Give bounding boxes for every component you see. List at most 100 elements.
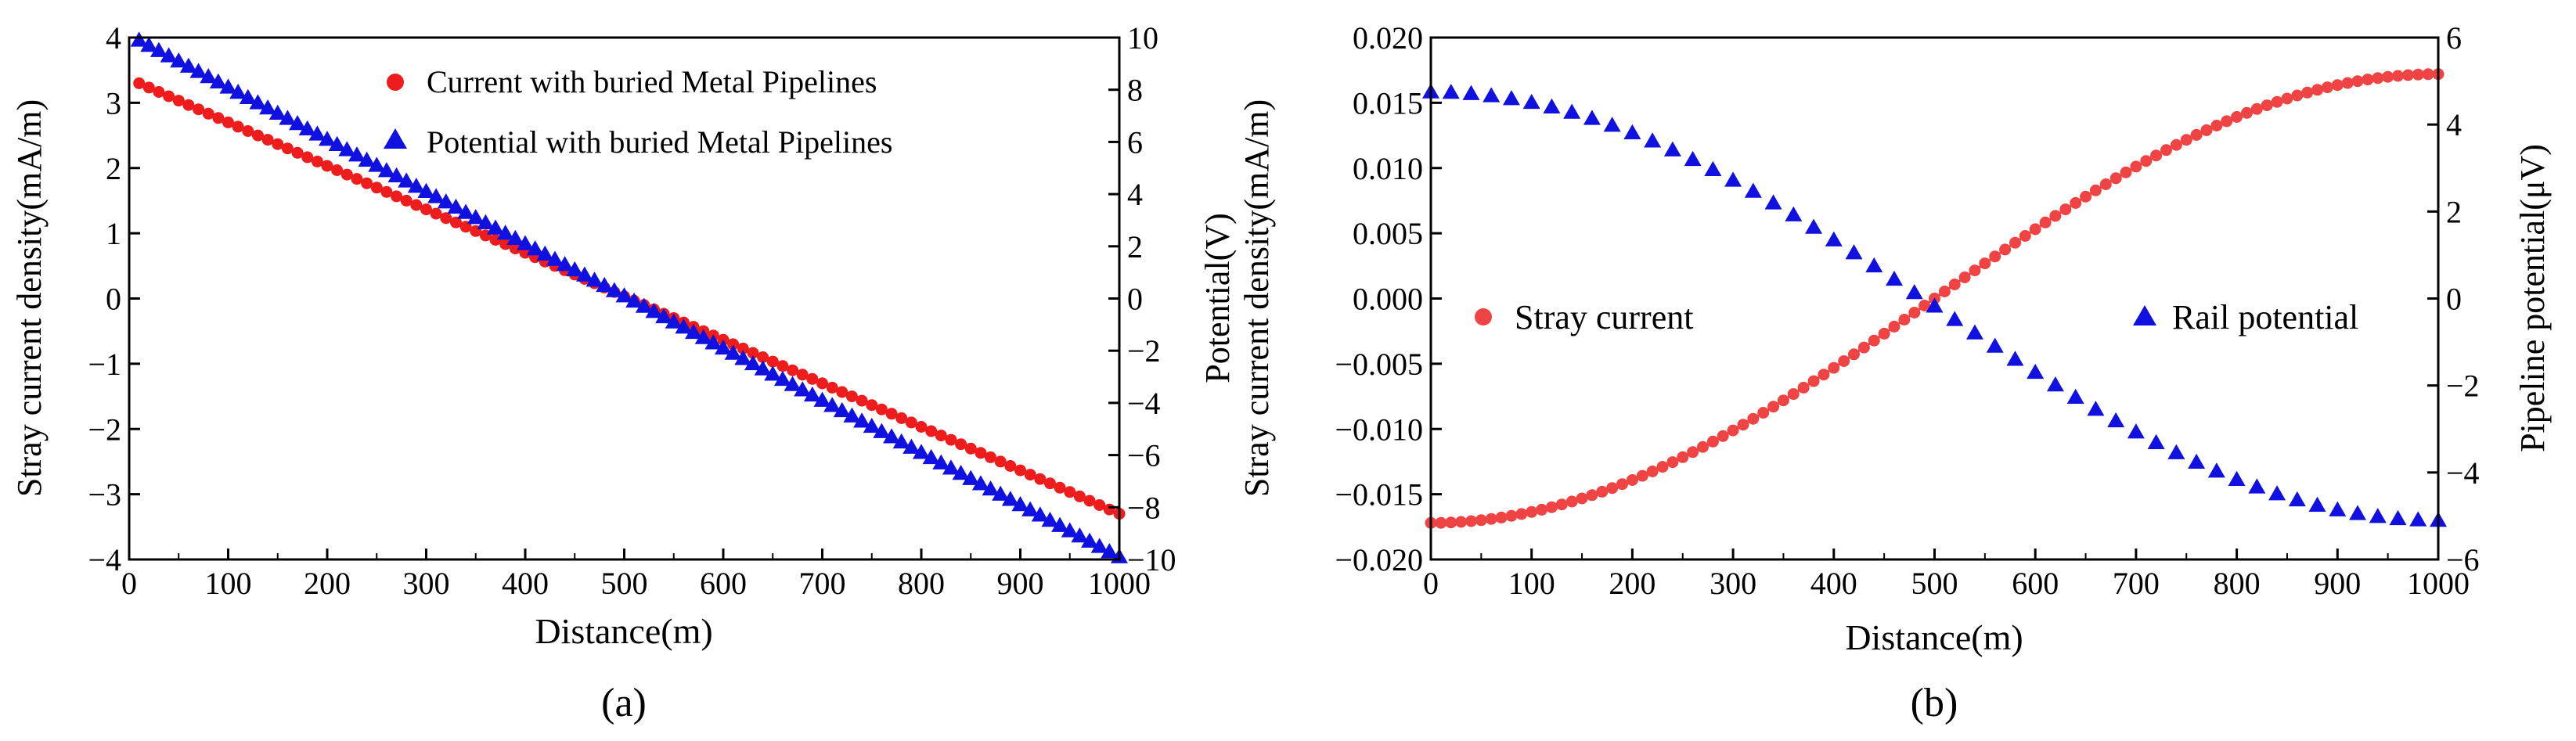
data-point-circle [2029,223,2041,236]
data-point-triangle [823,397,841,412]
data-point-circle [2059,203,2072,216]
data-point-circle [1797,381,1810,394]
data-point-triangle [794,381,812,397]
data-point-circle [222,116,234,128]
chart-b-plot-area [1422,68,2447,529]
data-point-circle [964,442,977,455]
data-point-triangle [1886,270,1904,286]
chart-a-panel-label: (a) [601,681,647,725]
x-tick-label: 200 [304,566,351,601]
data-point-triangle [477,214,495,230]
data-point-circle [1445,516,1457,529]
data-point-circle [2372,72,2384,85]
data-point-triangle [170,52,188,68]
data-point-circle [2190,128,2203,141]
data-point-triangle [2207,462,2225,478]
data-point-circle [2291,89,2304,102]
y-right-tick-label: 2 [1127,229,1143,264]
y-right-tick-label: −10 [1127,542,1176,577]
data-point-circle [2200,124,2213,136]
data-point-circle [2382,70,2394,83]
data-point-triangle [942,459,960,475]
data-point-circle [1958,272,1971,283]
data-point-circle [1024,469,1036,481]
data-point-circle [1044,477,1056,490]
data-point-triangle [2188,453,2206,469]
data-point-circle [2210,120,2223,131]
data-point-circle [925,425,938,437]
data-point-triangle [715,339,732,355]
data-point-triangle [289,115,307,131]
data-point-circle [321,160,333,172]
data-point-circle [509,243,521,255]
data-point-circle [1536,503,1548,516]
x-tick-label: 1000 [2407,566,2470,601]
data-point-circle [2271,95,2283,108]
data-point-triangle [496,225,514,240]
chart-a-ylabel-right: Potential(V) [1198,213,1237,383]
data-point-circle [291,146,304,159]
data-point-triangle [1603,117,1621,132]
data-point-circle [1706,435,1719,448]
data-point-triangle [2389,509,2407,526]
data-point-triangle [744,354,762,371]
data-point-triangle [724,344,742,360]
data-point-triangle [1041,511,1059,527]
y-left-tick-label: 0.020 [1353,20,1423,56]
data-point-circle [1687,446,1699,459]
data-point-circle [1606,482,1619,495]
data-point-circle [242,125,254,137]
data-point-triangle [219,78,237,94]
data-point-circle [2422,68,2434,81]
data-point-triangle [734,350,752,365]
data-point-circle [1787,388,1800,401]
data-point-circle [1555,498,1568,511]
data-point-triangle [1081,532,1099,548]
data-point-circle [1938,286,1951,297]
data-point-circle [1054,481,1066,494]
data-point-triangle [1805,218,1823,234]
data-point-circle [766,355,779,368]
x-tick-label: 400 [502,566,549,601]
data-point-circle [2241,106,2253,119]
y-left-tick-label: 0.015 [1353,85,1423,121]
data-point-triangle [487,219,505,235]
data-point-triangle [952,464,970,480]
x-tick-label: 400 [1810,566,1857,601]
data-point-triangle [833,401,851,418]
data-point-triangle [160,47,178,63]
data-point-triangle [150,41,168,57]
chart-a-xlabel: Distance(m) [535,611,712,651]
y-left-tick-label: 0 [106,282,121,317]
data-point-circle [1878,327,1890,340]
data-point-circle [1616,478,1628,491]
data-point-triangle [1905,284,1923,300]
data-point-circle [1979,257,1991,270]
data-point-circle [1767,401,1780,413]
data-point-triangle [417,182,435,199]
data-point-circle [361,177,373,189]
data-point-triangle [962,469,980,485]
data-point-circle [1485,513,1497,525]
data-point-circle [400,194,413,207]
data-point-triangle [803,386,821,402]
data-point-circle [1757,407,1770,419]
data-point-triangle [1644,132,1662,148]
data-point-circle [193,103,205,116]
y-right-tick-label: −4 [1127,386,1161,421]
data-point-circle [975,447,987,459]
y-left-tick-label: −0.020 [1335,542,1423,577]
data-point-triangle [853,412,871,428]
data-point-circle [1777,394,1789,407]
data-point-circle [2401,69,2414,81]
data-point-triangle [1663,141,1681,156]
chart-b-ylabel-right: Pipeline potential(μV) [2513,144,2552,452]
data-point-triangle [2288,491,2306,507]
data-point-circle [1004,460,1017,472]
data-point-circle [2221,115,2233,128]
chart-a-legend: Current with buried Metal Pipelines Pote… [384,64,892,160]
data-point-triangle [1965,324,1983,340]
data-point-triangle [1986,337,2004,353]
data-point-circle [796,369,809,381]
